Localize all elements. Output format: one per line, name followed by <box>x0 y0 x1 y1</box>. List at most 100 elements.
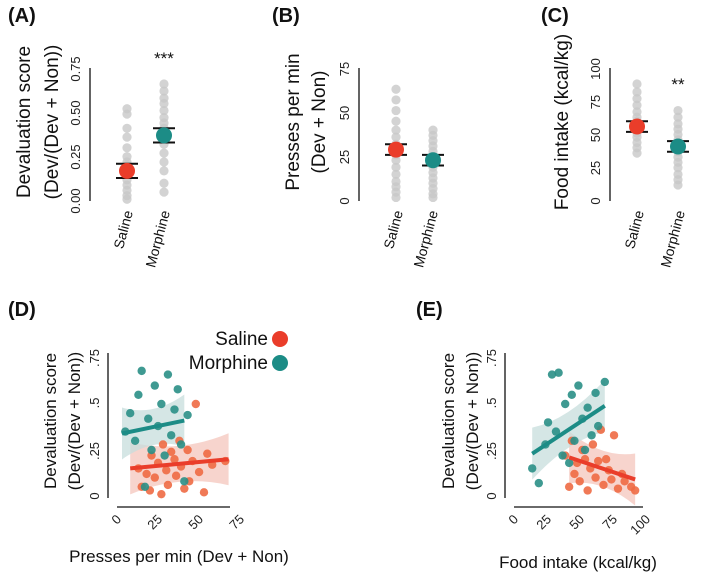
panel-c-individual-point <box>632 87 642 97</box>
panel-b-marks <box>385 84 444 203</box>
panel-d-point-morphine <box>144 414 153 423</box>
panel-b-mean-morphine <box>425 152 441 169</box>
panel-b-label: (B) <box>272 5 300 27</box>
panel-e-xtick: 0 <box>505 512 521 528</box>
panel-d-point-saline <box>203 449 212 458</box>
panel-e-point-saline <box>599 480 608 490</box>
panel-d-point-saline <box>183 445 192 455</box>
panel-d-point-morphine <box>160 451 169 460</box>
panel-d-point-morphine <box>183 410 192 420</box>
panel-d-point-saline <box>142 469 151 479</box>
panel-c-marks <box>626 79 689 190</box>
panel-d-point-morphine <box>163 370 173 379</box>
panel-e-point-morphine <box>543 418 553 427</box>
panel-d-point-saline <box>199 488 209 497</box>
panel-e-yticks: 0 .25 .5 .75 <box>484 349 499 500</box>
panel-e-point-saline <box>594 456 603 466</box>
panel-b-mean-saline <box>388 141 404 158</box>
panel-d-point-saline <box>162 466 171 475</box>
panel-d-point-morphine <box>170 405 179 414</box>
panel-e-point-morphine <box>594 421 603 431</box>
panel-a-individual-point <box>159 105 169 116</box>
panel-a-ytick: 0.75 <box>68 56 83 81</box>
panel-a-yticks: 0.00 0.25 0.50 0.75 <box>68 56 83 213</box>
panel-b-ylabel-line1: Presses per min <box>283 53 304 190</box>
panel-d-point-saline <box>158 440 168 449</box>
legend-label-saline: Saline <box>215 329 268 350</box>
panel-b-category-morphine: Morphine <box>410 208 441 269</box>
panel-e-point-saline <box>607 475 616 484</box>
panel-b-ytick: 75 <box>337 62 352 76</box>
panel-d-point-morphine <box>137 366 146 376</box>
panel-a-individual-point <box>122 194 132 204</box>
panel-a-individual-point <box>159 178 169 188</box>
legend-marker-morphine <box>272 355 288 371</box>
panel-a-category-saline: Saline <box>110 208 136 250</box>
panel-e-point-morphine <box>587 431 596 440</box>
panel-a-label: (A) <box>8 5 36 27</box>
panel-c-category-morphine: Morphine <box>657 208 688 269</box>
panel-d-marks <box>121 366 230 499</box>
panel-d-point-saline <box>191 399 200 409</box>
panel-c-mean-morphine <box>670 138 686 155</box>
panel-e-point-morphine <box>547 370 557 379</box>
panel-d-xtick: 75 <box>226 512 247 533</box>
panel-e-xtick: 50 <box>566 512 587 533</box>
panel-e-point-saline <box>588 440 598 449</box>
panel-d-point-saline <box>170 455 179 464</box>
panel-d-point-morphine <box>147 445 156 455</box>
panel-d-fit-line-morphine <box>121 418 185 436</box>
panel-a-individual-point <box>159 98 169 109</box>
panel-d-point-saline <box>167 447 176 457</box>
panel-a-ylabel-line1: Devaluation score <box>14 46 35 198</box>
panel-e-ytick: .25 <box>484 442 499 460</box>
panel-d-point-saline <box>171 471 181 480</box>
panel-e-point-morphine <box>580 445 590 455</box>
panel-e-point-saline <box>591 473 600 482</box>
panel-b-yticks: 0 25 50 75 <box>337 62 352 205</box>
panel-c-individual-point <box>632 79 642 89</box>
panel-e-point-morphine <box>591 388 600 398</box>
panel-b-individual-point <box>391 162 401 172</box>
panel-e-label: (E) <box>416 299 443 321</box>
panel-a-category-morphine: Morphine <box>142 208 173 269</box>
panel-e-point-morphine <box>558 451 567 460</box>
panel-d-xticks: 0 25 50 75 <box>108 512 247 533</box>
panel-c-significance: ** <box>671 75 685 94</box>
panel-d-point-morphine <box>180 477 189 486</box>
panel-c-individual-point <box>673 163 683 173</box>
panel-d-ytick: 0 <box>87 492 102 499</box>
panel-a-significance: *** <box>154 49 174 68</box>
panel-d-ylabel-line1: Devaluation score <box>41 353 60 489</box>
panel-e-point-morphine <box>561 399 570 409</box>
panel-c-ytick: 25 <box>588 161 603 175</box>
panel-d-point-saline <box>150 473 159 482</box>
panel-e-point-morphine <box>570 436 579 445</box>
panel-d-point-saline <box>157 489 166 499</box>
panel-e-xlabel: Food intake (kcal/kg) <box>499 553 657 572</box>
panel-e-point-saline <box>613 484 623 493</box>
panel-e-point-morphine <box>554 368 563 377</box>
panel-c-yticks: 0 25 50 75 100 <box>588 58 603 204</box>
panel-a-ytick: 0.00 <box>68 188 83 213</box>
panel-d-yticks: 0 .25 .5 .75 <box>87 349 102 500</box>
legend: Saline Morphine <box>189 329 288 374</box>
panel-c-individual-point <box>632 93 642 104</box>
panel-e-fit-line-saline <box>568 455 636 482</box>
panel-a-individual-point <box>159 79 169 89</box>
panel-e-point-morphine <box>564 458 574 468</box>
panel-e-ylabel-line1: Devaluation score <box>439 353 458 489</box>
panel-d-ytick: .5 <box>87 398 102 409</box>
panel-c: (C) Food intake (kcal/kg) 0 25 50 75 100… <box>541 5 689 269</box>
panel-c-ytick: 0 <box>588 197 603 204</box>
panel-e-point-saline <box>583 486 592 495</box>
panel-b: (B) Presses per min (Dev + Non) 0 25 50 … <box>272 5 444 269</box>
panel-c-individual-point <box>632 148 642 158</box>
panel-e-ylabel-line2: (Dev/(Dev + Non)) <box>463 352 482 490</box>
panel-a: (A) Devaluation score (Dev/(Dev + Non)) … <box>8 5 175 269</box>
panel-a-individual-point <box>159 157 169 167</box>
panel-e-ytick: .5 <box>484 398 499 409</box>
panel-e-point-saline <box>609 431 619 440</box>
panel-d-xtick: 25 <box>144 512 165 533</box>
panel-e-point-saline <box>570 469 579 479</box>
